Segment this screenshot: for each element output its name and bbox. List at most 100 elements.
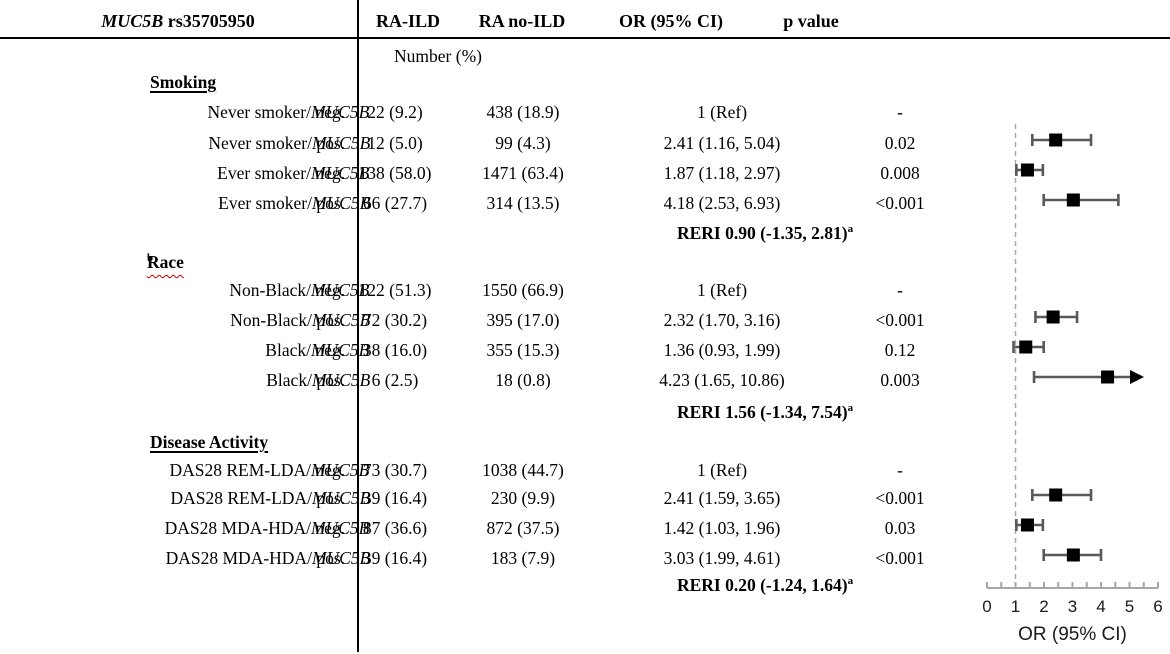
row-label: Ever smoker/MUC5B neg. (0, 158, 369, 188)
gene-name: MUC5B (311, 548, 371, 568)
cell-ra-ild: 39 (16.4) (362, 548, 428, 568)
point-marker (1046, 310, 1060, 324)
row-label: Non-Black/MUC5B neg. (0, 275, 369, 305)
cell-ra-ild: 87 (36.6) (362, 518, 428, 538)
table-row: RERI 0.20 (-1.24, 1.64)a (0, 570, 1170, 600)
gene-name: MUC5B (311, 133, 371, 153)
cell-ra-no-ild: 1471 (63.4) (482, 163, 564, 183)
gene-name: MUC5B (311, 488, 371, 508)
cell-p-value: - (897, 280, 903, 300)
table-row: Black/MUC5B neg. 38 (16.0) 355 (15.3) 1.36 … (0, 335, 1170, 365)
table-row: RERI 1.56 (-1.34, 7.54)a (0, 397, 1170, 427)
table-row: DAS28 MDA-HDA/MUC5B neg. 87 (36.6) 872 (37… (0, 513, 1170, 543)
cell-p-value: - (897, 460, 903, 480)
point-marker (1066, 548, 1080, 562)
cell-ra-ild: 122 (51.3) (358, 280, 432, 300)
reri-value: RERI 1.56 (-1.34, 7.54)a (676, 402, 854, 422)
table-row: Disease Activity (0, 427, 1170, 457)
table-row: Ever smoker/MUC5B neg. 138 (58.0) 1471 (63… (0, 158, 1170, 188)
reri-footnote-marker: a (847, 402, 854, 415)
reri-footnote-marker: a (847, 575, 854, 588)
row-label: Black/MUC5B pos. (0, 365, 370, 395)
tick-label: 2 (1039, 597, 1048, 616)
table-row: Never smoker/MUC5B neg. 22 (9.2) 438 (18.9… (0, 97, 1170, 127)
cell-p-value: - (897, 102, 903, 122)
cell-p-value: <0.001 (875, 193, 925, 213)
table-title-rest: rs35705950 (163, 11, 255, 31)
tick-label: 5 (1125, 597, 1134, 616)
cell-p-value: 0.003 (880, 370, 920, 390)
cell-or-ci: 1 (Ref) (696, 460, 748, 480)
arrow-head (1130, 370, 1144, 384)
point-marker (1049, 133, 1063, 147)
cell-ra-ild: 39 (16.4) (362, 488, 428, 508)
row-label: Black/MUC5B neg. (0, 335, 369, 365)
table-row: Non-Black/MUC5B neg. 122 (51.3) 1550 (66.9… (0, 275, 1170, 305)
cell-p-value: <0.001 (875, 310, 925, 330)
header-rule-line (0, 37, 1170, 39)
cell-p-value: 0.03 (884, 518, 916, 538)
cell-or-ci: 1 (Ref) (696, 280, 748, 300)
cell-or-ci: 4.18 (2.53, 6.93) (663, 193, 781, 213)
table-row: DAS28 REM-LDA/MUC5B neg. 73 (30.7) 1038 (4… (0, 455, 1170, 485)
gene-name: MUC5B (310, 460, 370, 480)
section-header: Race b (0, 247, 300, 277)
reri-value: RERI 0.20 (-1.24, 1.64)a (676, 575, 854, 595)
cell-or-ci: 2.41 (1.59, 3.65) (663, 488, 781, 508)
table-row: RERI 0.90 (-1.35, 2.81)a (0, 218, 1170, 248)
cell-ra-no-ild: 872 (37.5) (486, 518, 560, 538)
table-row: Race b (0, 247, 1170, 277)
cell-ra-ild: 72 (30.2) (362, 310, 428, 330)
cell-or-ci: 1.42 (1.03, 1.96) (663, 518, 781, 538)
gene-name: MUC5B (311, 310, 371, 330)
gene-name: MUC5B (310, 518, 370, 538)
cell-ra-ild: 12 (5.0) (367, 133, 423, 153)
tick-label: 4 (1096, 597, 1105, 616)
cell-ra-ild: 22 (9.2) (367, 102, 423, 122)
point-marker (1066, 193, 1080, 207)
cell-ra-no-ild: 183 (7.9) (490, 548, 556, 568)
gene-name: MUC5B (311, 370, 371, 390)
table-row: Smoking (0, 67, 1170, 97)
row-label: Never smoker/MUC5B pos. (0, 128, 370, 158)
cell-or-ci: 2.41 (1.16, 5.04) (663, 133, 781, 153)
table-row: DAS28 MDA-HDA/MUC5B pos. 39 (16.4) 183 (7.… (0, 543, 1170, 573)
point-marker (1101, 370, 1115, 384)
section-footnote-marker: b (146, 252, 154, 265)
cell-ra-no-ild: 18 (0.8) (495, 370, 551, 390)
column-header-ra-ild: RA-ILD (375, 11, 440, 31)
tick-label: 6 (1153, 597, 1162, 616)
cell-ra-ild: 66 (27.7) (362, 193, 428, 213)
cell-p-value: 0.12 (884, 340, 916, 360)
row-label: DAS28 REM-LDA/MUC5B neg. (0, 455, 370, 485)
row-label: Ever smoker/MUC5B pos. (0, 188, 370, 218)
section-header-label: Smoking (150, 72, 217, 92)
cell-ra-no-ild: 1038 (44.7) (482, 460, 564, 480)
cell-or-ci: 1.36 (0.93, 1.99) (663, 340, 781, 360)
row-label: DAS28 MDA-HDA/MUC5B neg. (0, 513, 370, 543)
gene-name: MUC5B (310, 102, 370, 122)
subheader-number-pct: Number (%) (394, 46, 482, 66)
section-header-label: Race (146, 252, 184, 272)
table-row: Black/MUC5B pos. 6 (2.5) 18 (0.8) 4.23 (1.6… (0, 365, 1170, 395)
tick-label: 1 (1011, 597, 1020, 616)
table-row: Ever smoker/MUC5B pos. 66 (27.7) 314 (13.5… (0, 188, 1170, 218)
column-divider-line (357, 0, 359, 652)
gene-name: MUC5B (310, 340, 370, 360)
row-label: Never smoker/MUC5B neg. (0, 97, 369, 127)
reri-footnote-marker: a (847, 223, 854, 236)
cell-ra-no-ild: 99 (4.3) (495, 133, 551, 153)
cell-p-value: 0.008 (880, 163, 920, 183)
point-marker (1020, 518, 1034, 532)
row-label: DAS28 REM-LDA/MUC5B pos. (0, 483, 370, 513)
gene-name: MUC5B (311, 193, 371, 213)
row-label: Non-Black/MUC5B pos. (0, 305, 370, 335)
cell-or-ci: 1 (Ref) (696, 102, 748, 122)
point-marker (1049, 488, 1063, 502)
cell-or-ci: 3.03 (1.99, 4.61) (663, 548, 781, 568)
table-row: DAS28 REM-LDA/MUC5B pos. 39 (16.4) 230 (9.… (0, 483, 1170, 513)
section-header: Smoking (0, 67, 300, 97)
cell-ra-no-ild: 438 (18.9) (486, 102, 560, 122)
